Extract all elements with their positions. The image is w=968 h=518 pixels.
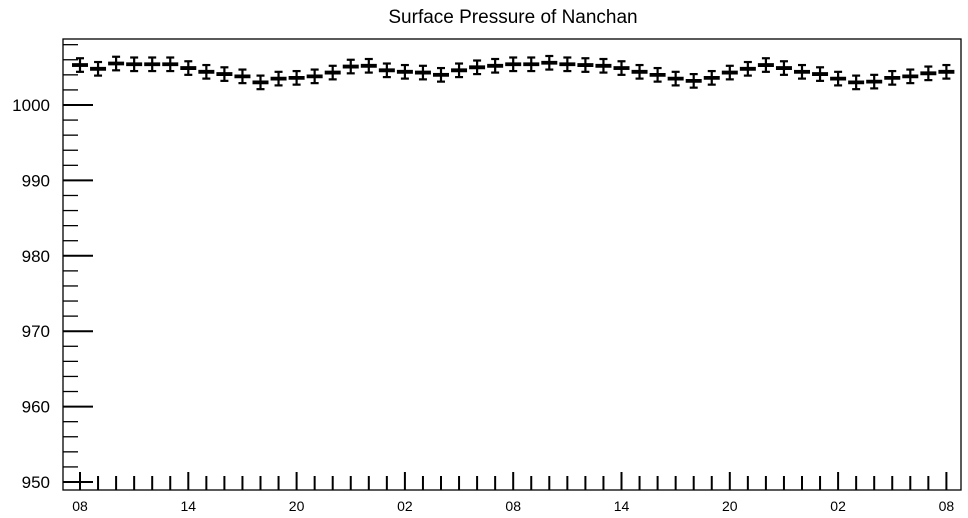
data-point: [108, 55, 125, 72]
x-tick-label: 02: [397, 498, 413, 514]
data-point: [396, 63, 413, 80]
data-point: [523, 56, 540, 73]
data-point: [505, 56, 522, 73]
data-point: [541, 54, 558, 71]
data-point: [90, 60, 107, 77]
data-point: [812, 66, 829, 82]
y-tick-label: 950: [22, 473, 50, 492]
x-tick-label: 08: [505, 498, 521, 514]
data-point: [559, 56, 576, 73]
data-point: [631, 63, 648, 80]
data-point: [703, 69, 720, 86]
x-tick-label: 14: [614, 498, 630, 514]
data-point: [667, 70, 684, 87]
data-point: [920, 65, 937, 82]
data-point: [162, 56, 179, 73]
x-tick-label: 02: [830, 498, 846, 514]
data-point: [324, 64, 341, 81]
data-point: [72, 57, 88, 73]
y-tick-label: 970: [22, 322, 50, 341]
data-point: [685, 72, 702, 89]
data-point: [144, 56, 161, 73]
data-point: [866, 73, 883, 90]
data-point: [126, 56, 143, 73]
data-series: [72, 54, 955, 91]
data-point: [216, 66, 233, 82]
data-point: [487, 57, 504, 74]
data-point: [234, 68, 251, 85]
x-tick-label: 08: [939, 498, 955, 514]
data-point: [595, 57, 612, 74]
data-point: [577, 57, 594, 73]
data-point: [378, 62, 395, 79]
data-point: [433, 66, 449, 83]
data-point: [739, 60, 756, 77]
data-point: [414, 64, 431, 81]
chart-title: Surface Pressure of Nanchan: [388, 7, 637, 28]
x-tick-label: 08: [72, 498, 88, 514]
x-tick-label: 14: [181, 498, 197, 514]
data-point: [451, 62, 468, 79]
data-point: [360, 57, 377, 74]
data-point: [342, 58, 359, 75]
data-point: [775, 60, 792, 76]
data-point: [180, 60, 197, 76]
data-point: [794, 63, 810, 80]
data-point: [757, 57, 774, 73]
data-point: [288, 69, 305, 86]
plot-frame: [62, 38, 962, 491]
data-point: [306, 68, 323, 85]
data-point: [649, 66, 666, 83]
data-point: [613, 60, 630, 76]
data-point: [902, 68, 919, 85]
data-point: [469, 59, 486, 76]
x-tick-label: 20: [722, 498, 738, 514]
y-tick-label: 1000: [12, 96, 50, 115]
y-tick-label: 960: [22, 398, 50, 417]
x-tick-label: 20: [289, 498, 305, 514]
data-point: [848, 74, 865, 91]
data-point: [721, 64, 738, 81]
data-point: [938, 63, 955, 80]
y-tick-label: 990: [22, 171, 50, 190]
x-axis: 08 14 20 02 08 14 20 02 08: [72, 472, 954, 514]
data-point: [198, 63, 215, 80]
data-point: [830, 70, 847, 87]
data-point: [270, 70, 287, 87]
y-axis: 950 960 970 980 990 1000: [12, 44, 93, 492]
y-tick-label: 980: [22, 247, 50, 266]
data-point: [884, 69, 901, 86]
data-point: [252, 74, 269, 91]
